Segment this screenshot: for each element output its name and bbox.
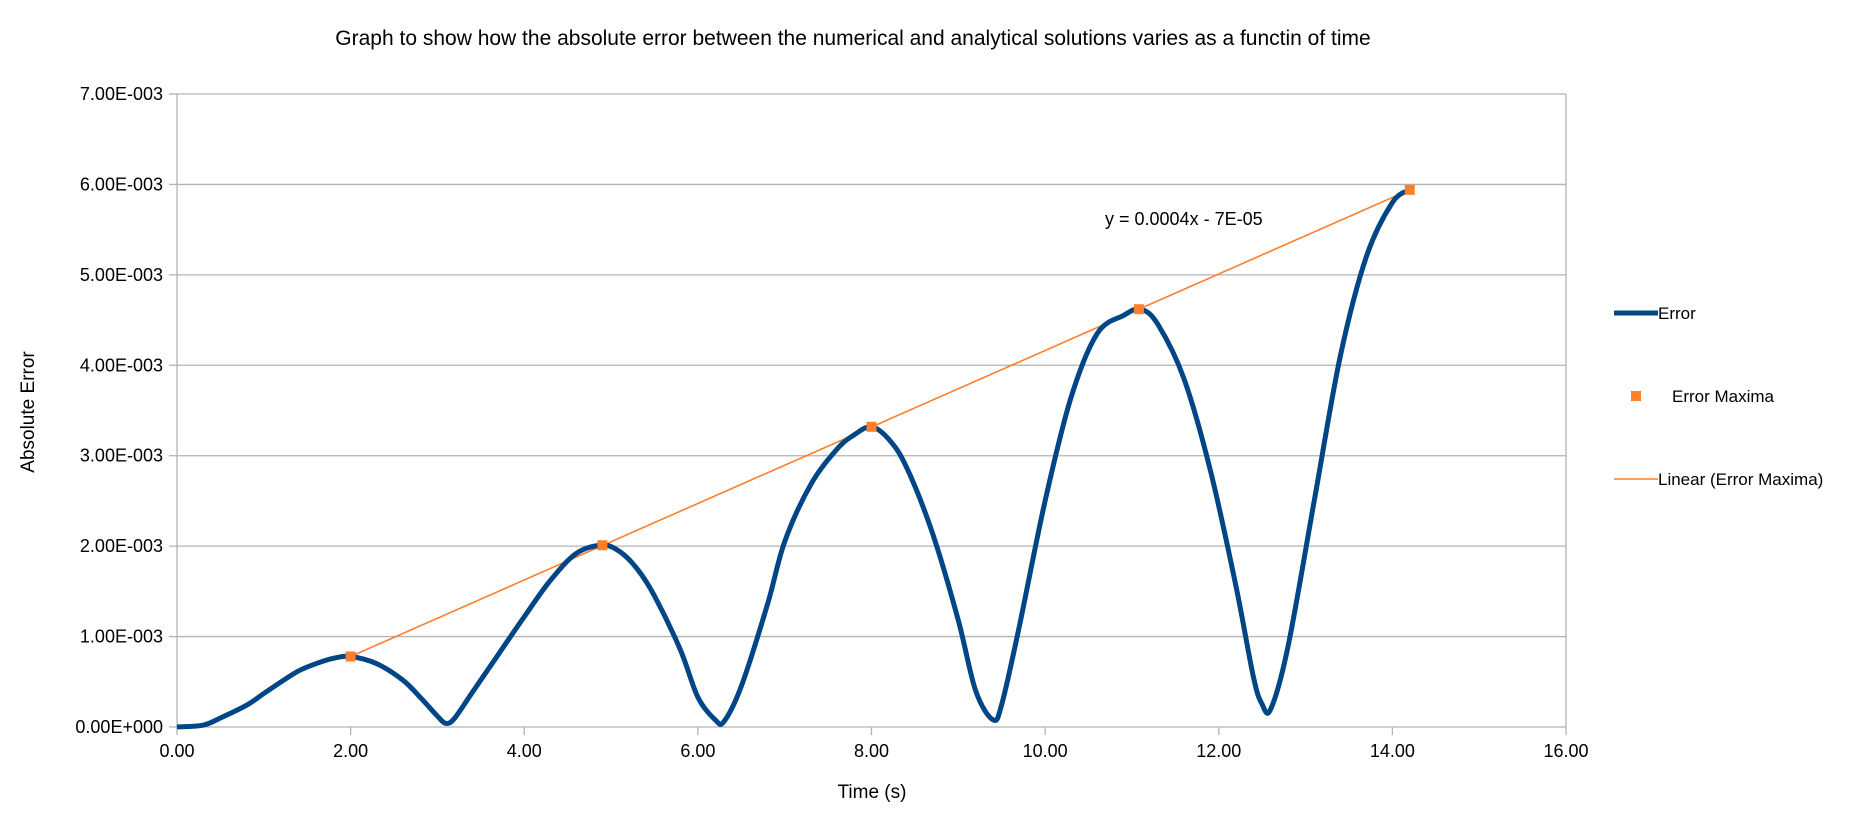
x-axis-title: Time (s)	[838, 782, 907, 803]
trendline-linear-error-maxima	[350, 189, 1411, 658]
x-tick-label: 6.00	[680, 741, 715, 761]
y-axis-title: Absolute Error	[18, 351, 39, 473]
legend-label: Error Maxima	[1672, 387, 1775, 406]
x-tick-label: 14.00	[1370, 741, 1415, 761]
x-axis-ticks: 0.00 2.00 4.00 6.00 8.00 10.00 12.00 14.00 16.00	[159, 727, 1589, 761]
chart-title: Graph to show how the absolute error bet…	[335, 27, 1370, 50]
x-tick-label: 4.00	[507, 741, 542, 761]
legend: Error Error Maxima Linear (Error Maxima)	[1614, 304, 1823, 489]
x-tick-label: 8.00	[854, 741, 889, 761]
legend-swatch-error-maxima	[1631, 391, 1641, 401]
gridlines	[176, 93, 1567, 728]
y-tick-label: 3.00E-003	[80, 446, 163, 466]
y-axis-ticks: 0.00E+000 1.00E-003 2.00E-003 3.00E-003 4.00…	[75, 84, 177, 737]
y-tick-label: 1.00E-003	[80, 627, 163, 647]
legend-label: Error	[1658, 304, 1696, 323]
error-maxima-point	[597, 540, 608, 551]
y-tick-label: 0.00E+000	[75, 717, 163, 737]
legend-label: Linear (Error Maxima)	[1658, 470, 1823, 489]
y-tick-label: 6.00E-003	[80, 174, 163, 194]
y-tick-label: 7.00E-003	[80, 84, 163, 104]
error-maxima-point	[345, 651, 356, 662]
error-maxima-point	[866, 421, 877, 432]
error-maxima-point	[1404, 184, 1415, 195]
x-tick-label: 10.00	[1023, 741, 1068, 761]
series-line-error	[176, 187, 1412, 730]
error-maxima-point	[1133, 304, 1144, 315]
x-tick-label: 0.00	[159, 741, 194, 761]
x-tick-label: 16.00	[1543, 741, 1588, 761]
y-tick-label: 2.00E-003	[80, 536, 163, 556]
y-tick-label: 5.00E-003	[80, 265, 163, 285]
trendline-equation: y = 0.0004x - 7E-05	[1105, 209, 1263, 229]
x-tick-label: 12.00	[1196, 741, 1241, 761]
y-tick-label: 4.00E-003	[80, 355, 163, 375]
x-tick-label: 2.00	[333, 741, 368, 761]
plot-series	[176, 184, 1415, 730]
